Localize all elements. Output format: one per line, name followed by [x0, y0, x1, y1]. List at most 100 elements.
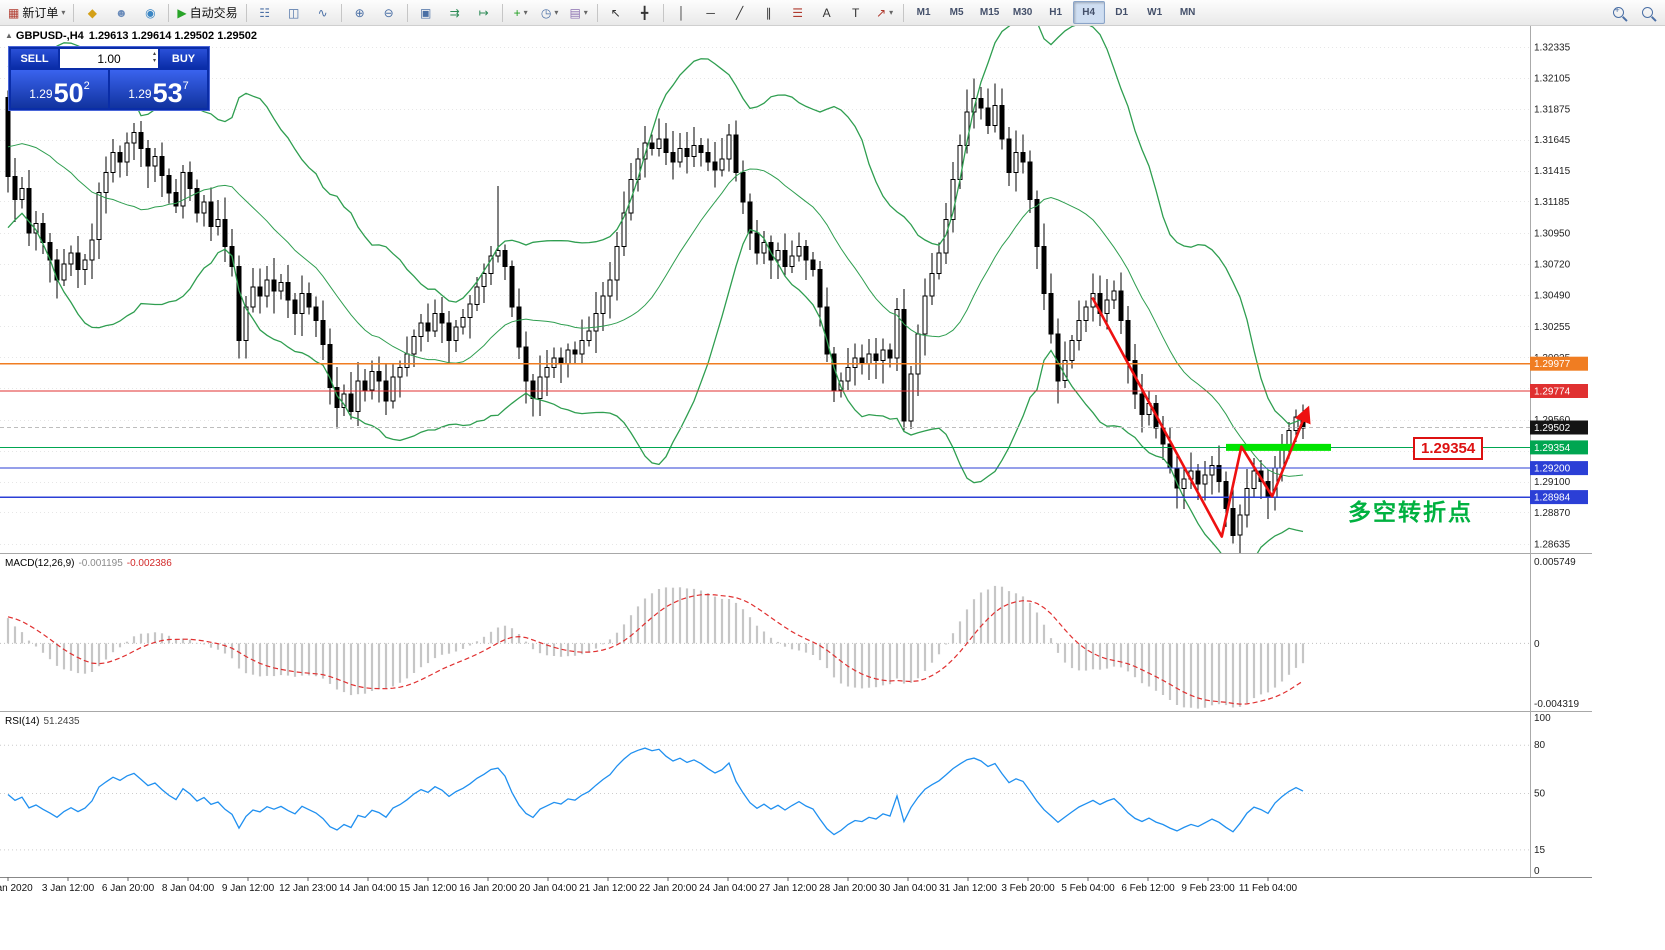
zoom-out-button[interactable]: ⊖	[375, 1, 403, 24]
cursor-button[interactable]: ↖	[602, 1, 630, 24]
buy-price-big: 53	[152, 78, 183, 109]
timeframe-m30-button[interactable]: M30	[1012, 7, 1033, 18]
sell-button[interactable]: 1.29 50 2	[11, 70, 108, 108]
buy-button[interactable]: 1.29 53 7	[110, 70, 207, 108]
channel-icon: ∥	[765, 5, 772, 20]
bollinger-middle-band	[7, 143, 1304, 477]
time-axis-label: 6 Feb 12:00	[1121, 883, 1175, 894]
tile-windows-button[interactable]: ▣	[412, 1, 440, 24]
spin-up-icon[interactable]: ▴	[152, 51, 156, 57]
autotrading-button[interactable]: ▶ 自动交易	[173, 1, 241, 24]
time-axis-label: 14 Jan 04:00	[339, 883, 397, 894]
dropdown-caret-icon: ▾	[583, 8, 588, 17]
time-axis-label: 5 Feb 04:00	[1061, 883, 1115, 894]
timeframe-m5-button[interactable]: M5	[949, 7, 964, 18]
rsi-value: 51.2435	[43, 716, 80, 727]
time-axis-label: 6 Jan 20:00	[102, 883, 155, 894]
dropdown-caret-icon: ▾	[889, 8, 894, 17]
magnifier-plus-icon	[1612, 6, 1624, 18]
price-label-box	[1530, 356, 1588, 371]
macd-histogram	[6, 585, 1305, 709]
bar-chart-button[interactable]: ☷	[251, 1, 279, 24]
line-chart-icon: ∿	[317, 5, 328, 20]
timeframe-mn-button[interactable]: MN	[1179, 7, 1196, 18]
svg-text:1.31875: 1.31875	[1534, 104, 1571, 115]
vertical-line-button[interactable]: │	[668, 1, 696, 24]
indicators-button[interactable]: + ▾	[507, 1, 535, 24]
macd-name: MACD(12,26,9)	[5, 558, 75, 569]
toolbar: ▦ 新订单 ▾ ◆ ☻ ◉ ▶ 自动交易 ☷ ◫ ∿ ⊕ ⊖ ▣ ⇉ ↦ + ▾ ◷ ▾ ▤ ▾ ↖ ╋ │ ─ ╱ ∥ ☰ A T ↗ ▾ M1…	[0, 0, 1665, 26]
timeframe-w1-button[interactable]: W1	[1147, 7, 1163, 18]
timeframe-h1-button[interactable]: H1	[1049, 7, 1063, 18]
bollinger-upper-band	[7, 26, 1304, 426]
rsi-name: RSI(14)	[5, 716, 40, 727]
candlestick-chart-button[interactable]: ◫	[280, 1, 308, 24]
svg-text:1.29977: 1.29977	[1534, 359, 1571, 370]
timeframe-m15-button[interactable]: M15	[979, 7, 1000, 18]
templates-button[interactable]: ▤ ▾	[565, 1, 593, 24]
macd-axis-label: 0.005749	[1534, 557, 1576, 568]
macd-axis-label: -0.004319	[1534, 699, 1579, 710]
time-axis-label: 20 Jan 04:00	[519, 883, 577, 894]
info-button[interactable]: ◉	[136, 1, 164, 24]
info-icon: ◉	[145, 5, 156, 20]
cursor-icon: ↖	[610, 5, 621, 20]
symbol-search-button[interactable]	[1604, 1, 1632, 24]
fibonacci-button[interactable]: ☰	[784, 1, 812, 24]
mql5-button[interactable]: ◆	[78, 1, 106, 24]
toolbar-separator	[596, 3, 598, 22]
toolbar-separator	[501, 3, 503, 22]
timeframe-d1-button[interactable]: D1	[1115, 7, 1129, 18]
horizontal-line-button[interactable]: ─	[697, 1, 725, 24]
auto-scroll-icon: ⇉	[449, 5, 460, 20]
sell-price-prefix: 1.29	[29, 87, 53, 101]
rsi-axis-label: 0	[1534, 866, 1540, 877]
dropdown-caret-icon: ▾	[523, 8, 528, 17]
spin-down-icon[interactable]: ▾	[152, 57, 156, 64]
bollinger-bands	[7, 26, 1304, 553]
periods-button[interactable]: ◷ ▾	[536, 1, 564, 24]
price-label-box	[1530, 420, 1588, 435]
time-axis-label: 30 Jan 04:00	[879, 883, 937, 894]
text-button[interactable]: A	[813, 1, 841, 24]
chart-search-button[interactable]	[1633, 1, 1661, 24]
line-chart-button[interactable]: ∿	[309, 1, 337, 24]
collapse-chevron-icon[interactable]: ▲	[5, 31, 13, 40]
label-button[interactable]: T	[842, 1, 870, 24]
new-order-button[interactable]: ▦ 新订单 ▾	[4, 1, 69, 24]
time-axis-label: 22 Jan 20:00	[639, 883, 697, 894]
svg-text:1.28984: 1.28984	[1534, 493, 1571, 504]
candlestick-chart-icon: ◫	[287, 5, 300, 20]
trendline-icon: ╱	[736, 5, 744, 20]
annotation-text[interactable]: 多空转折点	[1348, 499, 1473, 525]
lot-spinner[interactable]: ▴ ▾	[153, 51, 156, 64]
magnifier-icon	[1641, 7, 1653, 18]
indicators-icon: +	[513, 5, 521, 20]
new-order-label: 新订单	[22, 6, 59, 20]
zoom-in-button[interactable]: ⊕	[346, 1, 374, 24]
crosshair-button[interactable]: ╋	[631, 1, 659, 24]
time-axis-label: 31 Jan 12:00	[939, 883, 997, 894]
trend-arrow[interactable]	[1091, 296, 1311, 538]
timeframe-h4-button[interactable]: H4	[1072, 1, 1105, 24]
accounts-button[interactable]: ☻	[107, 1, 135, 24]
svg-text:1.31415: 1.31415	[1534, 166, 1571, 177]
toolbar-separator	[73, 3, 75, 22]
lot-size-input[interactable]: 1.00 ▴ ▾	[60, 49, 158, 68]
channel-button[interactable]: ∥	[755, 1, 783, 24]
one-click-trading-panel: SELL 1.00 ▴ ▾ BUY 1.29 50 2 1.29 53 7	[8, 46, 210, 111]
svg-text:1.29774: 1.29774	[1534, 387, 1571, 398]
arrows-button[interactable]: ↗ ▾	[871, 1, 899, 24]
time-axis-label: 9 Feb 23:00	[1181, 883, 1235, 894]
chart-shift-button[interactable]: ↦	[470, 1, 498, 24]
time-axis-label: 8 Jan 04:00	[162, 883, 215, 894]
svg-text:1.29100: 1.29100	[1534, 477, 1571, 488]
crosshair-icon: ╋	[641, 5, 649, 20]
time-axis-label: 27 Jan 12:00	[759, 883, 817, 894]
auto-scroll-button[interactable]: ⇉	[441, 1, 469, 24]
price-callout[interactable]: 1.29354	[1413, 437, 1484, 460]
svg-text:1.28870: 1.28870	[1534, 508, 1571, 519]
timeframe-m1-button[interactable]: M1	[916, 7, 931, 18]
trendline-button[interactable]: ╱	[726, 1, 754, 24]
